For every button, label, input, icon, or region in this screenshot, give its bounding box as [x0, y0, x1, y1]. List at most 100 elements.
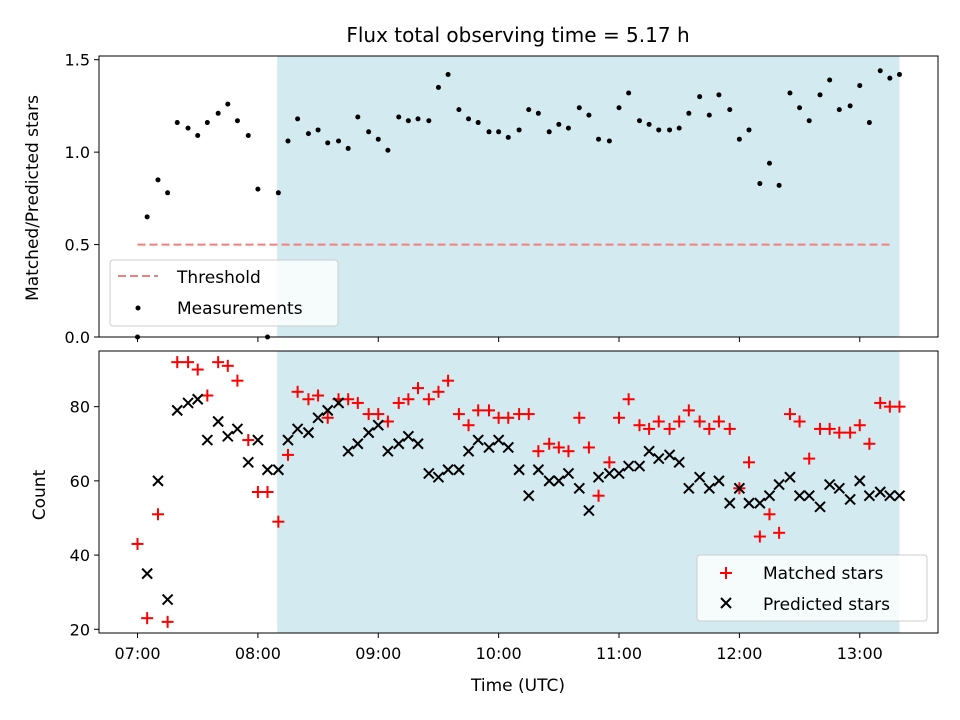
predicted-point	[693, 471, 706, 483]
measurement-point	[155, 177, 161, 183]
matched-point	[411, 382, 424, 395]
measurement-point	[174, 120, 180, 126]
bot-y-tick-label: 60	[70, 472, 90, 491]
top-legend-box	[109, 259, 339, 327]
matched-point	[823, 422, 836, 435]
bot-y-tick-label: 80	[70, 398, 90, 417]
chart-title: Flux total observing time = 5.17 h	[346, 23, 689, 47]
predicted-point	[633, 460, 646, 472]
measurement-point	[676, 125, 682, 131]
matched-point	[342, 393, 355, 406]
predicted-point	[893, 490, 906, 502]
predicted-point	[543, 475, 555, 487]
matched-point	[272, 515, 285, 528]
matched-point	[773, 526, 786, 539]
predicted-point	[653, 452, 665, 465]
measurement-point	[426, 118, 432, 124]
predicted-point	[814, 501, 826, 513]
measurement-point	[556, 121, 562, 127]
measurement-point	[215, 110, 221, 116]
measurement-point	[385, 147, 391, 153]
bottom-panel: 20 40 60 80 07:00 08:00 09:00 10:00 11:00 12:00 1…	[30, 350, 939, 696]
predicted-point	[784, 471, 796, 483]
measurement-point	[697, 94, 703, 100]
measurement-point	[355, 114, 361, 120]
predicted-point	[423, 467, 435, 480]
matched-point	[201, 389, 214, 402]
predicted-point	[592, 471, 605, 483]
matched-point	[603, 456, 616, 469]
legend-measurements-swatch	[135, 305, 141, 311]
matched-point	[522, 408, 535, 421]
bot-y-tick-label: 40	[70, 546, 90, 565]
measurement-point	[817, 92, 823, 98]
matched-point	[652, 415, 665, 428]
matched-point	[131, 537, 144, 550]
measurement-point	[475, 120, 481, 126]
x-tick-label: 10:00	[476, 644, 522, 663]
predicted-point	[562, 467, 575, 480]
measurement-point	[435, 84, 441, 90]
matched-point	[141, 612, 154, 625]
x-tick-label: 12:00	[716, 644, 762, 663]
measurement-point	[535, 110, 541, 116]
predicted-point	[502, 441, 514, 454]
measurement-point	[375, 136, 381, 142]
measurement-point	[656, 127, 662, 133]
measurement-point	[396, 114, 402, 120]
matched-point	[261, 486, 274, 498]
matched-point	[622, 393, 635, 406]
x-tick-label: 13:00	[837, 644, 883, 663]
measurement-point	[285, 138, 291, 144]
matched-point	[171, 356, 184, 369]
top-y-tick-label: 1.0	[65, 143, 90, 162]
matched-point	[783, 408, 796, 421]
matched-stars-series	[131, 356, 906, 628]
predicted-point	[683, 482, 695, 494]
matched-point	[302, 393, 315, 406]
matched-point	[242, 434, 255, 447]
top-y-tick-label: 0.5	[65, 236, 90, 255]
predicted-point	[261, 464, 274, 476]
measurement-point	[896, 71, 902, 77]
matched-point	[753, 530, 766, 543]
top-panel: 0.0 0.5 1.0 1.5 Matched/Predicted stars Thr…	[23, 51, 939, 347]
matched-point	[703, 422, 716, 435]
top-axes-frame	[98, 55, 939, 338]
measurement-point	[847, 103, 853, 109]
predicted-point	[573, 482, 585, 494]
measurement-point	[486, 129, 492, 135]
measurement-point	[565, 125, 571, 131]
predicted-point	[713, 475, 725, 487]
matched-point	[392, 396, 405, 409]
predicted-point	[773, 478, 785, 491]
measurement-point	[496, 129, 502, 135]
predicted-point	[603, 467, 616, 480]
predicted-point	[242, 456, 254, 469]
matched-point	[803, 452, 816, 465]
measurement-point	[787, 90, 793, 96]
matched-point	[693, 415, 706, 428]
predicted-point	[342, 445, 354, 457]
matched-point	[562, 445, 575, 458]
predicted-point	[523, 490, 535, 502]
measurement-point	[325, 140, 331, 146]
measurement-point	[466, 116, 472, 122]
measurement-point	[445, 71, 451, 77]
matched-point	[552, 441, 565, 454]
bottom-x-ticks: 07:00 08:00 09:00 10:00 11:00 12:00 13:00	[114, 633, 883, 663]
predicted-point	[724, 497, 736, 509]
matched-point	[472, 404, 485, 417]
legend-predicted-swatch	[720, 597, 732, 609]
predicted-point	[663, 449, 676, 461]
measurement-point	[586, 112, 592, 118]
measurement-point	[245, 132, 251, 138]
measurement-point	[736, 136, 742, 142]
matched-point	[432, 385, 445, 398]
bottom-axes-frame	[98, 350, 939, 634]
bottom-legend: Matched stars Predicted stars	[696, 554, 928, 622]
matched-point	[381, 415, 394, 428]
matched-point	[863, 437, 876, 450]
predicted-point	[412, 438, 424, 450]
